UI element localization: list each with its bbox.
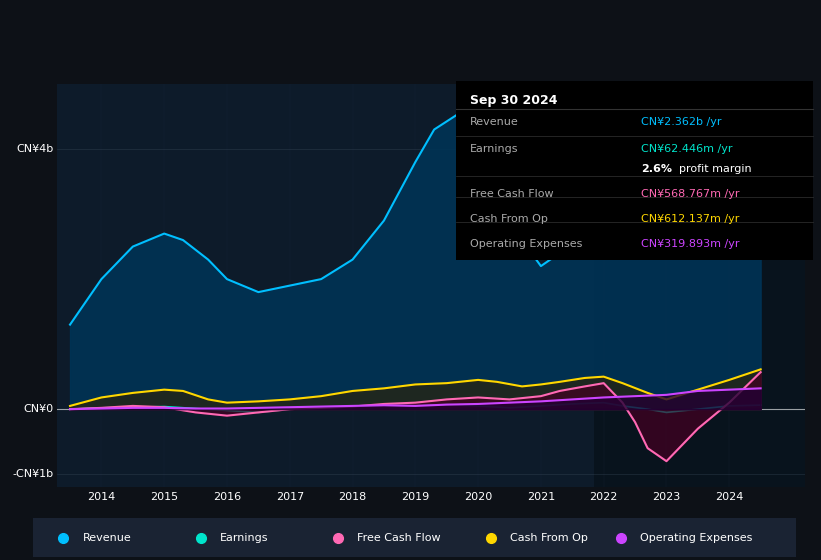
Text: Earnings: Earnings: [470, 144, 518, 154]
Text: 2.6%: 2.6%: [641, 164, 672, 174]
Text: CN¥568.767m /yr: CN¥568.767m /yr: [641, 189, 740, 199]
Text: Operating Expenses: Operating Expenses: [640, 533, 752, 543]
Text: -CN¥1b: -CN¥1b: [12, 469, 53, 479]
Bar: [594, 84, 805, 487]
Text: Cash From Op: Cash From Op: [470, 214, 548, 224]
Text: CN¥319.893m /yr: CN¥319.893m /yr: [641, 239, 740, 249]
Text: Revenue: Revenue: [82, 533, 131, 543]
Text: profit margin: profit margin: [679, 164, 751, 174]
Text: Cash From Op: Cash From Op: [510, 533, 588, 543]
Text: Sep 30 2024: Sep 30 2024: [470, 94, 557, 107]
Text: CN¥62.446m /yr: CN¥62.446m /yr: [641, 144, 733, 154]
Text: CN¥0: CN¥0: [24, 404, 53, 414]
Text: Revenue: Revenue: [470, 117, 519, 127]
Text: CN¥612.137m /yr: CN¥612.137m /yr: [641, 214, 740, 224]
Text: Operating Expenses: Operating Expenses: [470, 239, 582, 249]
Text: Free Cash Flow: Free Cash Flow: [357, 533, 441, 543]
Text: Free Cash Flow: Free Cash Flow: [470, 189, 553, 199]
Text: CN¥2.362b /yr: CN¥2.362b /yr: [641, 117, 722, 127]
Text: CN¥4b: CN¥4b: [16, 144, 53, 154]
Text: Earnings: Earnings: [220, 533, 268, 543]
